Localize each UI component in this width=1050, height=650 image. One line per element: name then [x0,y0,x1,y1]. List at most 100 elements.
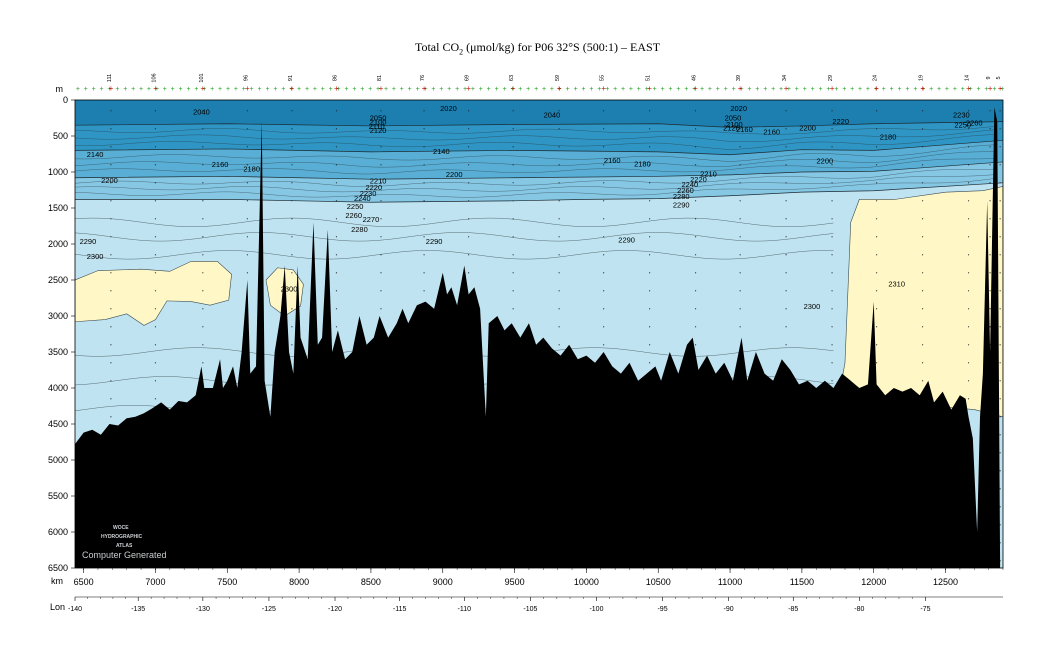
contour-line [75,151,998,168]
sample-dot [967,344,970,346]
y-tick-label: 3500 [48,347,68,357]
sample-dot [558,326,560,328]
station-marker: + [660,86,664,93]
anomaly-region [837,186,1003,418]
sample-dot [380,128,382,130]
station-marker: + [977,86,981,93]
sample-dot [694,218,697,220]
sample-dot [423,254,425,256]
sample-dot [875,146,878,148]
sample-dot [380,308,382,310]
sample-dot [512,110,514,112]
sample-dot [246,272,248,274]
station-marker: + [882,86,886,93]
contour-line [75,125,998,135]
sample-dot [291,146,293,148]
station-marker: + [344,86,348,93]
sample-dot [110,182,112,184]
sample-dot [202,200,204,202]
contour-label: 2200 [101,176,118,185]
sample-dot [967,218,970,220]
sample-dot [202,146,204,148]
sample-dot [967,398,970,400]
sample-dot [694,290,697,292]
x-tick-label: 10000 [574,577,599,587]
station-marker: + [329,86,333,93]
sample-dot [831,290,833,292]
sample-dot [202,308,204,310]
station-marker: + [163,86,167,93]
sample-dot [649,362,651,364]
station-marker: + [265,86,269,93]
sample-dot [202,182,204,184]
lon-tick-label: -130 [196,606,210,613]
station-marker: + [850,86,854,93]
sample-dot [694,128,697,130]
sample-dot [967,272,970,274]
sample-dot [921,218,924,220]
sample-dot [989,254,991,256]
station-label: 51 [646,75,652,81]
sample-dot [154,218,157,220]
station-marker: + [171,86,175,93]
lon-tick-label: -125 [262,606,276,613]
station-marker: + [700,86,704,93]
sample-dot [246,200,248,202]
contour-line [75,121,1003,128]
station-marker: + [984,86,988,93]
y-tick-label: 1500 [48,203,68,213]
contour-line [75,174,998,193]
station-marker: + [352,86,356,93]
sample-dot [831,272,833,274]
sample-dot [831,344,833,346]
contour-line [75,134,998,150]
station-marker: + [408,86,412,93]
station-marker: + [194,86,198,93]
sample-dot [921,164,924,166]
sample-dot [831,146,833,148]
contour-line [75,182,1003,203]
sample-dot [921,380,924,382]
contour-line [75,129,998,142]
station-marker: + [447,86,451,93]
contour-label: 2250 [347,202,364,211]
sample-dot [875,164,878,166]
sample-dot [512,290,514,292]
sample-dot [785,200,787,202]
station-marker: + [929,86,933,93]
station-marker: + [384,86,388,93]
station-marker: + [1000,86,1004,93]
contour-line [75,177,998,198]
contour-label: 2300 [281,285,298,294]
sample-dot [921,326,924,328]
sample-dot [989,182,991,184]
contour-label: 2230 [360,189,377,198]
contour-label: 2310 [888,280,905,289]
sample-dot [694,164,697,166]
sample-dot [999,236,1001,238]
station-label: 96 [243,75,249,81]
sample-dot [512,164,514,166]
contour-label: 2220 [365,183,382,192]
station-marker-major: + [738,84,743,93]
sample-dot [603,218,605,220]
station-marker: + [676,86,680,93]
contour-label: 2200 [817,156,834,165]
sample-dot [875,236,878,238]
station-marker: + [866,86,870,93]
sample-dot [785,128,787,130]
sample-dot [291,326,293,328]
station-marker: + [550,86,554,93]
sample-dot [335,110,338,112]
sample-dot [110,164,112,166]
sample-dot [999,164,1001,166]
sample-dot [989,236,991,238]
sample-dot [202,128,204,130]
sample-dot [785,254,787,256]
sample-dot [967,110,970,112]
sample-dot [785,290,787,292]
station-marker: + [107,86,111,93]
sample-dot [603,290,605,292]
anomaly-region [75,260,232,326]
sample-dot [967,380,970,382]
